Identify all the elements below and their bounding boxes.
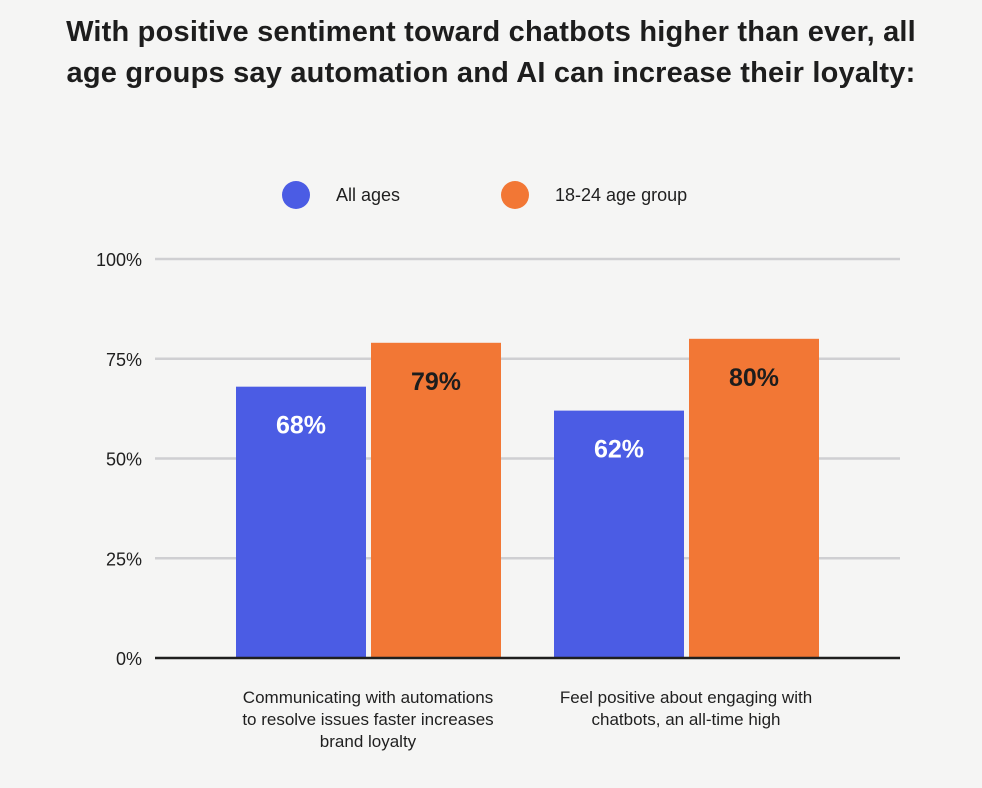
x-category-label-1: Communicating with automations to resolv… <box>242 688 494 751</box>
legend-swatch-all-ages <box>282 181 310 209</box>
y-axis-tick-labels: 0% 25% 50% 75% 100% <box>96 250 142 669</box>
bar-value-label: 79% <box>411 368 461 396</box>
bar-all-ages-1 <box>236 386 366 658</box>
bar-18-24-1 <box>371 342 501 658</box>
legend: All ages 18-24 age group <box>0 178 982 212</box>
bar-18-24-2 <box>689 338 819 658</box>
y-tick-label: 100% <box>96 250 142 270</box>
y-tick-label: 50% <box>106 450 142 470</box>
bar-value-label: 62% <box>594 436 644 464</box>
legend-label-all-ages: All ages <box>336 184 401 205</box>
bar-value-labels: 68% 79% 62% 80% <box>276 364 779 464</box>
legend-item-18-24: 18-24 age group <box>501 178 687 212</box>
x-category-label-2: Feel positive about engaging with chatbo… <box>559 688 813 729</box>
chart-title: With positive sentiment toward chatbots … <box>66 16 916 89</box>
bars <box>236 338 819 658</box>
y-tick-label: 0% <box>116 649 142 669</box>
bar-value-label: 68% <box>276 412 326 440</box>
bar-value-label: 80% <box>729 364 779 392</box>
legend-swatch-18-24 <box>501 181 529 209</box>
legend-item-all-ages: All ages <box>282 178 400 212</box>
y-tick-label: 75% <box>106 350 142 370</box>
y-tick-label: 25% <box>106 549 142 569</box>
bar-all-ages-2 <box>554 410 684 658</box>
legend-label-18-24: 18-24 age group <box>555 184 688 205</box>
